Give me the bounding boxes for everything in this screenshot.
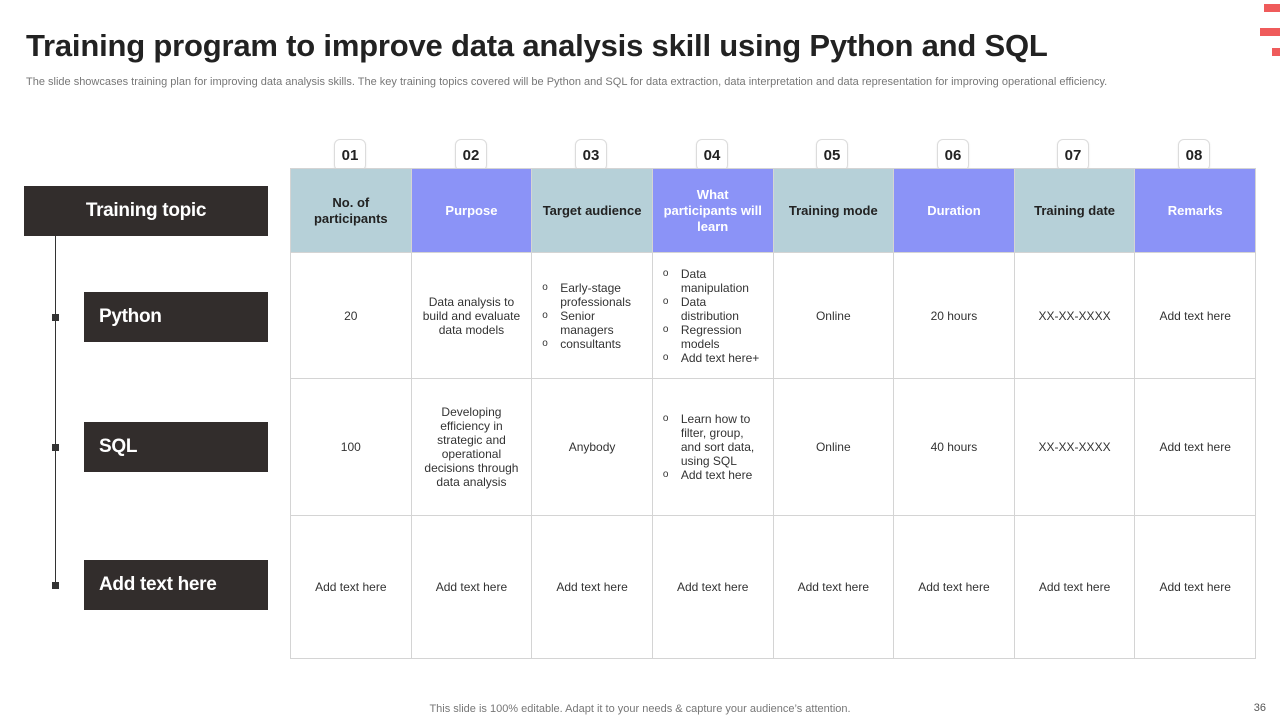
column-header-duration: Duration [893,168,1015,253]
table-cell: Anybody [531,378,653,516]
column-number-badge: 06 [937,139,969,171]
training-topic-header: Training topic [24,186,268,236]
table-cell: Data manipulation Data distribution Regr… [651,252,774,379]
table-cell: Add text here [410,515,533,659]
topic-label-python: Python [84,292,268,342]
table-row: Add text here Add text here Add text her… [290,515,1256,659]
column-header-remarks: Remarks [1134,168,1256,253]
list-item: Learn how to filter, group, and sort dat… [661,412,765,468]
table-cell: 100 [290,378,412,516]
table-cell: Add text here [1013,515,1136,659]
timeline-line [55,236,56,586]
list-item: Add text here [661,468,765,482]
column-header-participants: No. of participants [290,168,412,253]
page-number: 36 [1253,702,1266,714]
timeline-dot [52,314,59,321]
table-cell: 20 [290,252,412,379]
footer-note: This slide is 100% editable. Adapt it to… [429,703,851,715]
training-plan-table: No. of participants Purpose Target audie… [290,168,1256,659]
column-number-badge: 07 [1057,139,1089,171]
table-cell: Add text here [1134,378,1256,516]
table-cell: Add text here [1134,515,1256,659]
column-header-audience: Target audience [531,168,653,253]
column-header-learn: What participants will learn [651,168,774,253]
list-item: Senior managers [540,309,644,337]
topic-label-other: Add text here [84,560,268,610]
table-row: 20 Data analysis to build and evaluate d… [290,252,1256,379]
table-cell: Add text here [531,515,653,659]
column-header-date: Training date [1013,168,1136,253]
list-item: Data manipulation [661,267,765,295]
timeline-dot [52,582,59,589]
column-number-badge: 04 [696,139,728,171]
table-cell: Add text here [290,515,412,659]
table-cell: Learn how to filter, group, and sort dat… [651,378,774,516]
slide-subtitle: The slide showcases training plan for im… [26,76,1108,88]
list-item: consultants [540,337,644,351]
column-header-mode: Training mode [772,168,895,253]
column-number-badge: 02 [455,139,487,171]
table-header-row: No. of participants Purpose Target audie… [290,168,1256,253]
table-cell: XX-XX-XXXX [1013,252,1136,379]
table-row: 100 Developing efficiency in strategic a… [290,378,1256,516]
table-cell: Developing efficiency in strategic and o… [410,378,533,516]
column-number-badge: 05 [816,139,848,171]
table-cell: Add text here [772,515,895,659]
slide-title: Training program to improve data analysi… [26,28,1048,63]
table-cell: Add text here [1134,252,1256,379]
table-cell: 20 hours [893,252,1015,379]
table-cell: Data analysis to build and evaluate data… [410,252,533,379]
table-cell: Early-stage professionals Senior manager… [531,252,653,379]
table-cell: Add text here [651,515,774,659]
bullet-list: Early-stage professionals Senior manager… [540,281,644,351]
table-cell: Online [772,378,895,516]
column-number-badge: 01 [334,139,366,171]
table-cell: XX-XX-XXXX [1013,378,1136,516]
column-number-badge: 08 [1178,139,1210,171]
list-item: Early-stage professionals [540,281,644,309]
column-header-purpose: Purpose [410,168,533,253]
topic-label-sql: SQL [84,422,268,472]
bullet-list: Data manipulation Data distribution Regr… [661,267,765,365]
column-number-badge: 03 [575,139,607,171]
table-cell: Add text here [893,515,1015,659]
timeline-dot [52,444,59,451]
list-item: Add text here+ [661,351,765,365]
list-item: Data distribution [661,295,765,323]
table-cell: 40 hours [893,378,1015,516]
table-cell: Online [772,252,895,379]
list-item: Regression models [661,323,765,351]
bullet-list: Learn how to filter, group, and sort dat… [661,412,765,482]
